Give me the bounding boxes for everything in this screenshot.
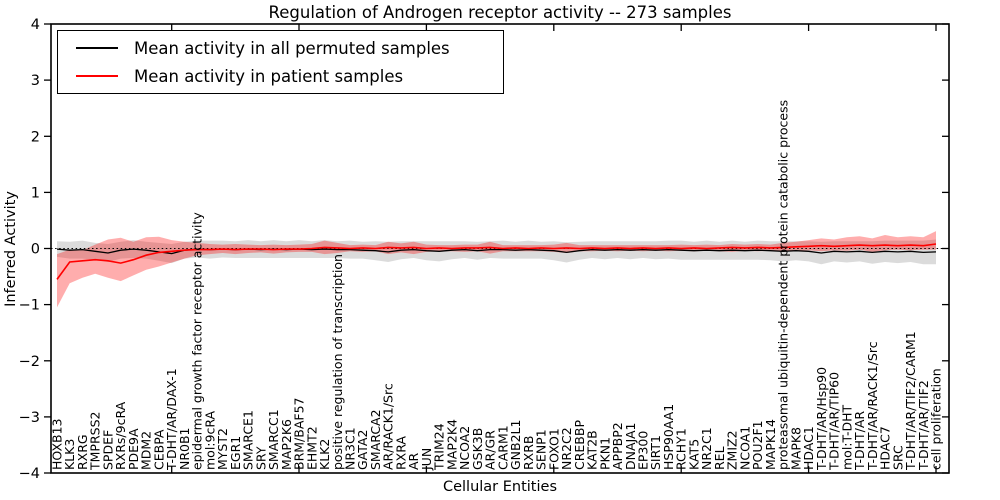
x-tick-label: CREBBP: [572, 420, 587, 470]
x-tick-label: mol:T-DHT: [839, 404, 854, 470]
x-tick-label: TMPRSS2: [88, 412, 103, 471]
x-tick-label: GSK3B: [470, 428, 485, 470]
x-tick-label: BRM/BAF57: [292, 398, 307, 470]
x-tick-label: DNAJA1: [623, 423, 638, 471]
x-tick-label: T-DHT/AR: [852, 411, 867, 471]
x-tick-label: NR2C2: [559, 427, 574, 470]
x-tick-label: RXRA: [394, 436, 409, 470]
y-tick-label: 2: [31, 129, 40, 145]
patient-mean-line: [56, 243, 937, 280]
x-tick-label: REL: [712, 446, 727, 470]
x-tick-label: SENP1: [534, 429, 549, 470]
y-tick-label: −3: [19, 410, 40, 426]
legend-item-patient: Mean activity in patient samples: [76, 67, 503, 86]
x-tick-label: SMARCE1: [241, 410, 256, 470]
legend: Mean activity in all permuted samples Me…: [57, 30, 504, 94]
x-tick-label: NR3C1: [343, 427, 358, 470]
x-tick-label: KAT5: [687, 439, 702, 470]
y-tick-label: −2: [19, 354, 40, 370]
x-tick-label: MAP2K6: [279, 419, 294, 470]
x-tick-label: T-DHT/AR/DAX-1: [164, 368, 179, 471]
x-tick-label: NCOA2: [457, 426, 472, 470]
permuted-std-band: [57, 239, 936, 265]
x-tick-label: HDAC1: [801, 426, 816, 470]
x-tick-label: POU2F1: [750, 420, 765, 470]
x-tick-label: FOXO1: [546, 428, 561, 470]
x-tick-label: NR2C1: [699, 427, 714, 470]
x-tick-label: SPDEF: [101, 430, 116, 470]
x-tick-label: T-DHT/AR/TIF2: [916, 380, 931, 471]
x-tick-label: mol:9cRA: [202, 410, 217, 470]
x-tick-label: positive regulation of transcription: [330, 254, 345, 470]
x-tick-label: cell proliferation: [929, 368, 944, 470]
x-tick-label: MYST2: [215, 428, 230, 470]
y-tick-label: 4: [31, 17, 40, 33]
legend-line-black: [76, 47, 118, 49]
x-tick-label: JUN: [419, 448, 434, 471]
x-tick-label: CEBPA: [151, 429, 166, 470]
x-tick-label: MDM2: [139, 431, 154, 470]
legend-label-permuted: Mean activity in all permuted samples: [134, 38, 450, 58]
x-tick-label: TRIM24: [432, 423, 447, 471]
x-tick-label: EHMT2: [304, 426, 319, 470]
x-tick-label: CARM1: [495, 425, 510, 470]
x-tick-label: RCHY1: [674, 428, 689, 470]
x-tick-label: MAP2K4: [444, 419, 459, 470]
x-tick-label: HOXB13: [50, 419, 65, 470]
x-tick-label: PDE9A: [126, 428, 141, 470]
x-tick-label: HSP90AA1: [661, 404, 676, 470]
x-tick-label: SMARCC1: [266, 409, 281, 470]
y-tick-label: 0: [31, 242, 40, 258]
x-tick-label: KLK3: [62, 439, 77, 470]
x-tick-label: epidermal growth factor receptor activit…: [190, 212, 205, 470]
x-tick-label: T-DHT/AR/TIP60: [827, 372, 842, 471]
x-tick-label: NR0B1: [177, 427, 192, 470]
y-tick-label: −1: [19, 298, 40, 314]
x-tick-label: MAPK14: [763, 419, 778, 470]
x-tick-label: T-DHT/AR/TIF2/CARM1: [903, 331, 918, 471]
x-tick-label: T-DHT/AR/RACK1/Src: [865, 341, 880, 471]
x-tick-label: RXRG: [75, 434, 90, 470]
x-tick-label: AR: [406, 452, 421, 470]
x-tick-label: NCOA1: [737, 426, 752, 470]
x-tick-label: RXRB: [521, 435, 536, 470]
x-tick-label: RXRs/9cRA: [113, 401, 128, 470]
x-tick-label: APPBP2: [610, 422, 625, 470]
x-tick-label: GNB2L1: [508, 420, 523, 470]
x-tick-label: proteasomal ubiquitin-dependent protein …: [776, 100, 791, 470]
x-tick-label: ZMIZ2: [725, 430, 740, 470]
x-tick-label: EGR1: [228, 436, 243, 470]
x-tick-label: AR/GR: [483, 430, 498, 470]
x-axis-label: Cellular Entities: [442, 479, 558, 495]
x-tick-label: SRY: [253, 446, 268, 470]
x-tick-label: T-DHT/AR/Hsp90: [814, 367, 829, 471]
x-tick-label: PKN1: [597, 437, 612, 470]
x-tick-label: SRC: [890, 445, 905, 470]
x-tick-label: AR/RACK1/Src: [381, 383, 396, 470]
legend-item-permuted: Mean activity in all permuted samples: [76, 39, 503, 58]
x-tick-label: SMARCA2: [368, 409, 383, 470]
x-tick-label: KLK2: [317, 439, 332, 470]
chart-title: Regulation of Androgen receptor activity…: [268, 3, 732, 22]
y-tick-label: −4: [19, 466, 40, 482]
legend-label-patient: Mean activity in patient samples: [134, 66, 404, 86]
legend-line-red: [76, 75, 118, 77]
y-axis-label: Inferred Activity: [3, 191, 19, 307]
y-tick-label: 3: [31, 73, 40, 89]
x-tick-label: GATA2: [355, 430, 370, 470]
x-tick-label: KAT2B: [585, 430, 600, 470]
x-tick-label: HDAC7: [878, 426, 893, 470]
x-tick-label: MAPK8: [788, 427, 803, 470]
x-tick-label: EP300: [636, 431, 651, 470]
x-tick-label: SIRT1: [648, 435, 663, 470]
y-tick-label: 1: [31, 185, 40, 201]
